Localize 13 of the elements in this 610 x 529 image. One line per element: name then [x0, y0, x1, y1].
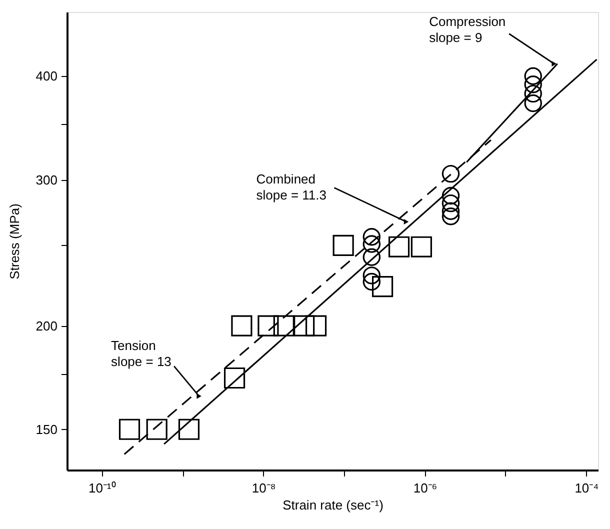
y-axis-title: Stress (MPa) [6, 204, 22, 280]
x-tick-label: 10⁻⁴ [574, 480, 599, 496]
x-tick-label: 10⁻¹⁰ [88, 480, 116, 496]
x-axis-title: Strain rate (sec⁻¹) [282, 498, 384, 512]
annotation: Combined slope = 11.3 [256, 172, 326, 203]
annotation: Compression slope = 9 [429, 14, 506, 45]
x-tick-label: 10⁻⁶ [413, 480, 438, 496]
annotation: Tension slope = 13 [111, 338, 172, 370]
y-tick-label: 400 [36, 68, 58, 84]
y-tick-label: 200 [36, 318, 58, 334]
y-tick-label: 150 [36, 422, 58, 437]
y-tick-label: 300 [36, 172, 58, 188]
x-tick-label: 10⁻⁸ [252, 480, 276, 496]
